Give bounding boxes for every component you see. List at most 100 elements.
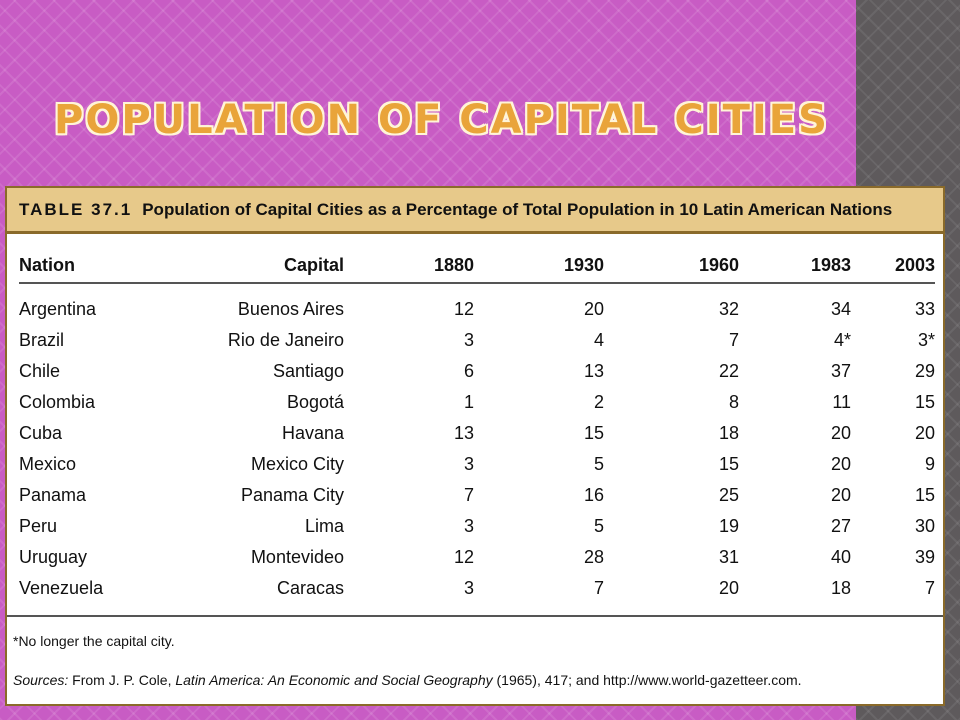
cell-year-2003: 7 [924,578,935,598]
cell-year-2003: 29 [914,361,935,381]
cell-year-2003: 30 [914,516,935,536]
cell-capital: Caracas [276,578,344,598]
cell-year-1960: 22 [718,361,739,381]
column-header-nation: Nation [19,248,139,284]
cell-year-1983: 4* [833,330,851,350]
cell-year-1960: 19 [718,516,739,536]
cell-year-1960: 20 [718,578,739,598]
sources-book-title: Latin America: An Economic and Social Ge… [175,672,493,688]
cell-year-1960: 8 [728,392,739,412]
cell-capital: Lima [304,516,344,536]
table-caption: Population of Capital Cities as a Percen… [142,199,893,219]
table-row: Peru Lima 3 5 19 27 30 [19,511,935,542]
sources-suffix: (1965), 417; and http://www.world-gazett… [496,672,802,688]
cell-year-1983: 20 [830,485,851,505]
column-header-capital: Capital [139,248,344,284]
cell-year-1880: 12 [453,547,474,567]
cell-nation: Uruguay [19,547,88,567]
cell-nation: Panama [19,485,87,505]
cell-year-1880: 6 [463,361,474,381]
cell-nation: Venezuela [19,578,104,598]
table-row: Colombia Bogotá 1 2 8 11 15 [19,387,935,418]
table-figure: TABLE 37.1 Population of Capital Cities … [5,186,945,706]
footnote: *No longer the capital city. [13,633,175,649]
cell-nation: Mexico [19,454,77,474]
cell-year-1930: 5 [593,454,604,474]
column-header-year-1960: 1960 [604,248,739,284]
cell-year-1960: 15 [718,454,739,474]
cell-year-1880: 7 [463,485,474,505]
column-header-year-1930: 1930 [474,248,604,284]
table-caption-bar: TABLE 37.1 Population of Capital Cities … [7,188,943,234]
cell-capital: Panama City [240,485,344,505]
cell-year-1960: 31 [718,547,739,567]
cell-year-1983: 34 [830,299,851,319]
cell-year-1983: 18 [830,578,851,598]
cell-year-1930: 13 [583,361,604,381]
table-bottom-rule [7,615,943,617]
cell-year-1960: 32 [718,299,739,319]
cell-year-1880: 13 [453,423,474,443]
table-row: Argentina Buenos Aires 12 20 32 34 33 [19,283,935,325]
cell-capital: Havana [281,423,344,443]
table-row: Cuba Havana 13 15 18 20 20 [19,418,935,449]
cell-capital: Santiago [272,361,344,381]
sources-note: Sources: From J. P. Cole, Latin America:… [13,672,802,688]
cell-nation: Peru [19,516,58,536]
cell-year-2003: 3* [917,330,935,350]
cell-year-2003: 9 [924,454,935,474]
cell-nation: Colombia [19,392,96,412]
slide-title: Population of Capital Cities [54,97,829,143]
column-header-year-1983: 1983 [739,248,851,284]
cell-year-1930: 20 [583,299,604,319]
cell-capital: Bogotá [286,392,344,412]
cell-year-1930: 15 [583,423,604,443]
cell-nation: Chile [19,361,61,381]
header-row: Nation Capital 1880 1930 1960 1983 2003 [19,248,935,284]
column-header-year-2003: 2003 [851,248,935,284]
table-row: Panama Panama City 7 16 25 20 15 [19,480,935,511]
data-table: Nation Capital 1880 1930 1960 1983 2003 Argent… [19,248,935,604]
cell-capital: Montevideo [250,547,344,567]
cell-year-1880: 3 [463,330,474,350]
cell-year-1880: 1 [463,392,474,412]
cell-year-1930: 5 [593,516,604,536]
table-row: Uruguay Montevideo 12 28 31 40 39 [19,542,935,573]
cell-year-2003: 39 [914,547,935,567]
cell-year-1983: 20 [830,423,851,443]
cell-year-1930: 4 [593,330,604,350]
cell-capital: Mexico City [250,454,344,474]
cell-year-1960: 25 [718,485,739,505]
cell-year-1880: 3 [463,578,474,598]
cell-capital: Buenos Aires [237,299,344,319]
cell-year-1930: 7 [593,578,604,598]
cell-year-1880: 12 [453,299,474,319]
table-row: Venezuela Caracas 3 7 20 18 7 [19,573,935,604]
table-row: Mexico Mexico City 3 5 15 20 9 [19,449,935,480]
cell-year-1983: 40 [830,547,851,567]
cell-nation: Cuba [19,423,63,443]
cell-year-1983: 11 [832,392,851,412]
cell-year-2003: 15 [914,392,935,412]
cell-year-1880: 3 [463,516,474,536]
cell-year-1983: 20 [830,454,851,474]
cell-year-1880: 3 [463,454,474,474]
cell-year-2003: 33 [914,299,935,319]
table-row: Brazil Rio de Janeiro 3 4 7 4* 3* [19,325,935,356]
sources-prefix: From J. P. Cole, [72,672,172,688]
cell-nation: Brazil [19,330,65,350]
column-header-year-1880: 1880 [344,248,474,284]
cell-year-2003: 15 [914,485,935,505]
table-row: Chile Santiago 6 13 22 37 29 [19,356,935,387]
cell-capital: Rio de Janeiro [227,330,344,350]
table-body: Argentina Buenos Aires 12 20 32 34 33 Brazil Rio… [19,283,935,604]
cell-year-1930: 16 [583,485,604,505]
cell-year-2003: 20 [914,423,935,443]
cell-nation: Argentina [19,299,97,319]
cell-year-1960: 18 [718,423,739,443]
cell-year-1983: 27 [830,516,851,536]
cell-year-1930: 28 [583,547,604,567]
cell-year-1983: 37 [830,361,851,381]
table-label: TABLE 37.1 [19,199,133,219]
sources-label: Sources: [13,672,69,688]
